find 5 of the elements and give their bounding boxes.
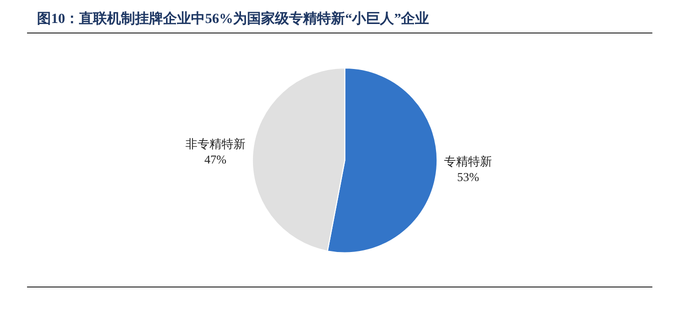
slice-label: 非专精特新	[185, 136, 246, 151]
chart-title: 图10：直联机制挂牌企业中56%为国家级专精特新“小巨人”企业	[37, 10, 430, 27]
data-label: 53%	[457, 170, 480, 184]
slice-label: 专精特新	[444, 154, 492, 168]
data-label: 47%	[204, 152, 226, 166]
